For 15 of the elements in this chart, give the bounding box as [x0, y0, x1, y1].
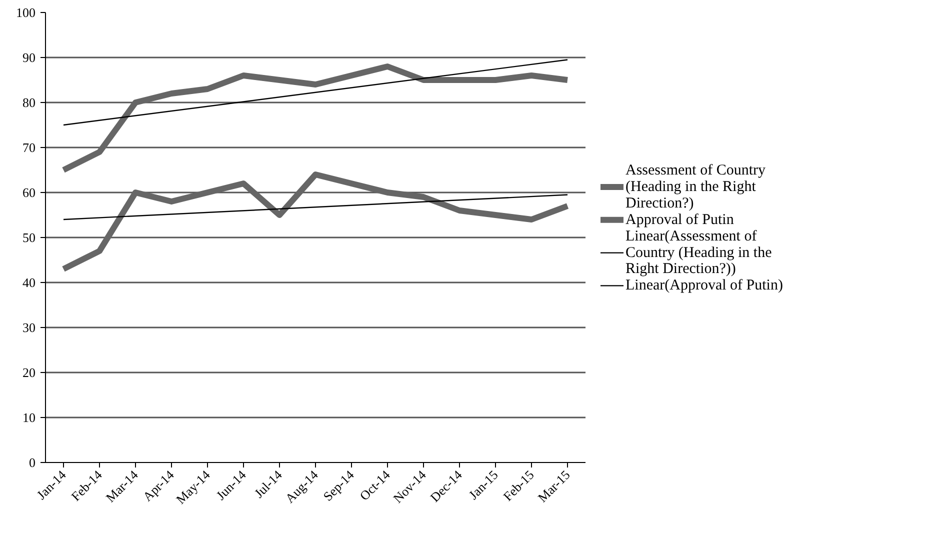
y-tick-label: 90	[22, 50, 36, 65]
y-tick-label: 70	[22, 140, 36, 155]
y-tick-label: 60	[22, 185, 36, 200]
y-tick-label: 20	[22, 365, 36, 380]
y-tick-label: 0	[29, 455, 36, 470]
y-tick-label: 100	[16, 5, 36, 20]
y-tick-label: 30	[22, 320, 36, 335]
legend-label: Approval of Putin	[626, 212, 734, 228]
y-tick-label: 80	[22, 95, 36, 110]
legend-label: Linear(Assessment of Country (Heading in the Right Direction?))	[626, 228, 772, 278]
y-tick-label: 10	[22, 410, 36, 425]
y-tick-label: 40	[22, 275, 36, 290]
legend-label: Linear(Approval of Putin)	[626, 278, 783, 294]
y-tick-label: 50	[22, 230, 36, 245]
legend-label: Assessment of Country (Heading in the Right Direction?)	[626, 162, 766, 212]
